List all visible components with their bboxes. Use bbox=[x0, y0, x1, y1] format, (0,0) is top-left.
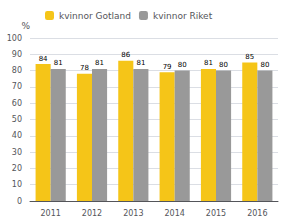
svg-text:2012: 2012 bbox=[82, 209, 102, 218]
svg-text:20: 20 bbox=[12, 164, 22, 173]
svg-text:81: 81 bbox=[204, 59, 213, 67]
svg-text:2015: 2015 bbox=[206, 209, 226, 218]
svg-text:86: 86 bbox=[121, 51, 130, 59]
svg-text:10: 10 bbox=[12, 180, 22, 189]
svg-text:80: 80 bbox=[219, 61, 228, 69]
svg-text:70: 70 bbox=[12, 82, 22, 91]
svg-text:2013: 2013 bbox=[123, 209, 143, 218]
svg-text:81: 81 bbox=[54, 59, 63, 67]
svg-text:60: 60 bbox=[12, 99, 22, 108]
svg-text:81: 81 bbox=[136, 59, 145, 67]
svg-text:90: 90 bbox=[12, 50, 22, 59]
svg-text:100: 100 bbox=[7, 34, 22, 43]
svg-text:kvinnor Gotland: kvinnor Gotland bbox=[59, 11, 131, 21]
svg-text:2011: 2011 bbox=[40, 209, 60, 218]
svg-text:79: 79 bbox=[163, 63, 172, 71]
svg-text:kvinnor Riket: kvinnor Riket bbox=[153, 11, 213, 21]
svg-text:78: 78 bbox=[80, 64, 89, 72]
svg-text:40: 40 bbox=[12, 131, 22, 140]
svg-text:%: % bbox=[21, 21, 30, 31]
svg-text:80: 80 bbox=[12, 66, 22, 75]
svg-text:80: 80 bbox=[178, 61, 187, 69]
svg-text:2016: 2016 bbox=[247, 209, 267, 218]
svg-text:84: 84 bbox=[39, 55, 48, 63]
svg-text:0: 0 bbox=[17, 197, 22, 206]
svg-text:80: 80 bbox=[260, 61, 269, 69]
svg-text:50: 50 bbox=[12, 115, 22, 124]
svg-text:2014: 2014 bbox=[164, 209, 184, 218]
svg-text:81: 81 bbox=[95, 59, 104, 67]
svg-text:85: 85 bbox=[245, 53, 254, 61]
svg-text:30: 30 bbox=[12, 148, 22, 157]
